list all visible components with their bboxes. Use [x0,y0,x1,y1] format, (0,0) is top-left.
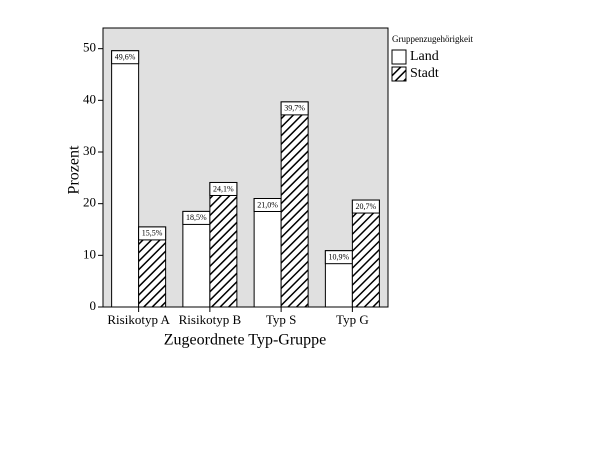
value-label-box [280,101,309,116]
value-label: 24,1% [213,184,234,193]
y-tick-label: 40 [83,91,96,106]
y-tick-label: 50 [83,40,96,55]
bar [351,199,380,308]
value-label: 18,5% [186,213,207,222]
x-tick-label: Typ G [336,312,369,327]
x-tick-label: Risikotyp A [107,312,170,327]
value-label-box [209,181,238,196]
x-tick-label: Typ S [266,312,297,327]
bar [111,50,140,308]
value-label: 21,0% [257,200,278,209]
value-label: 10,9% [329,253,350,262]
legend-swatch [391,49,407,65]
value-label: 49,6% [115,53,136,62]
bar [209,181,238,308]
bar [182,210,211,308]
legend-title: Gruppenzugehörigkeit [392,34,473,44]
value-label: 15,5% [142,229,163,238]
x-tick-label: Risikotyp B [179,312,242,327]
value-label: 39,7% [284,104,305,113]
bar [280,101,309,308]
legend-swatch [391,66,407,82]
value-label-box [351,199,380,214]
legend-label: Stadt [410,66,439,81]
y-axis-title: Prozent [66,145,83,194]
y-tick-label: 10 [83,246,96,261]
legend-label: Land [410,49,439,64]
value-label: 20,7% [356,202,377,211]
y-tick-label: 20 [83,195,96,210]
value-label-box [111,50,140,65]
bar [253,198,282,308]
x-axis-title: Zugeordnete Typ-Gruppe [164,332,327,349]
y-tick-label: 0 [90,298,97,313]
value-label-box [138,226,167,241]
y-tick-label: 30 [83,143,96,158]
